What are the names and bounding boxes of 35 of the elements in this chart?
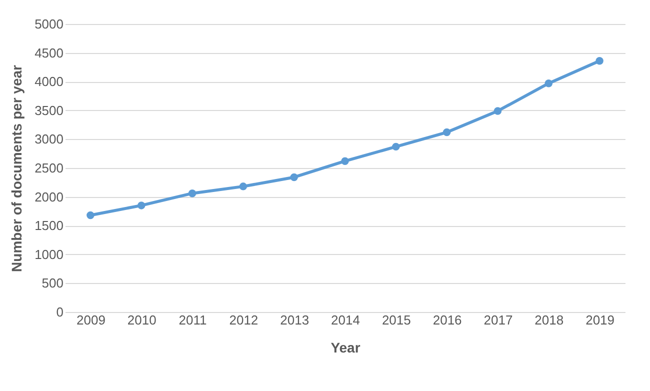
x-tick-label: 2018 (534, 312, 564, 328)
x-tick-label: 2010 (127, 312, 156, 328)
y-tick-label: 4500 (34, 45, 64, 60)
point (494, 107, 502, 115)
y-tick-label: 1000 (34, 246, 64, 262)
x-tick-label: 2009 (76, 312, 106, 328)
x-tick-label: 2011 (178, 312, 207, 328)
y-axis-title: Number of documents per year (8, 64, 25, 272)
y-tick-label: 500 (42, 276, 64, 291)
y-tick-label: 3000 (34, 132, 64, 147)
y-tick-label: 5000 (34, 16, 64, 32)
point (392, 142, 400, 151)
y-tick-label: 0 (56, 304, 64, 320)
x-tick-label: 2014 (331, 312, 360, 328)
x-tick-label: 2015 (382, 312, 411, 328)
y-tick-label: 4000 (34, 74, 64, 90)
y-tick-label: 2500 (34, 160, 64, 176)
x-tick-label: 2016 (432, 312, 462, 328)
y-tick-label: 2000 (34, 189, 64, 204)
x-tick-label: 2019 (586, 312, 615, 328)
x-axis-title: Year (330, 340, 361, 356)
x-tick-label: 2013 (280, 312, 310, 328)
point (544, 79, 553, 88)
point (596, 57, 604, 65)
point (86, 211, 94, 220)
y-tick-label: 1500 (34, 218, 64, 234)
point (137, 202, 146, 210)
point (341, 157, 349, 165)
point (442, 128, 451, 136)
point (239, 182, 248, 190)
x-tick-label: 2012 (229, 312, 258, 328)
y-tick-label: 3500 (34, 102, 64, 118)
point (188, 189, 196, 198)
x-tick-label: 2017 (484, 312, 513, 328)
point (290, 173, 298, 182)
